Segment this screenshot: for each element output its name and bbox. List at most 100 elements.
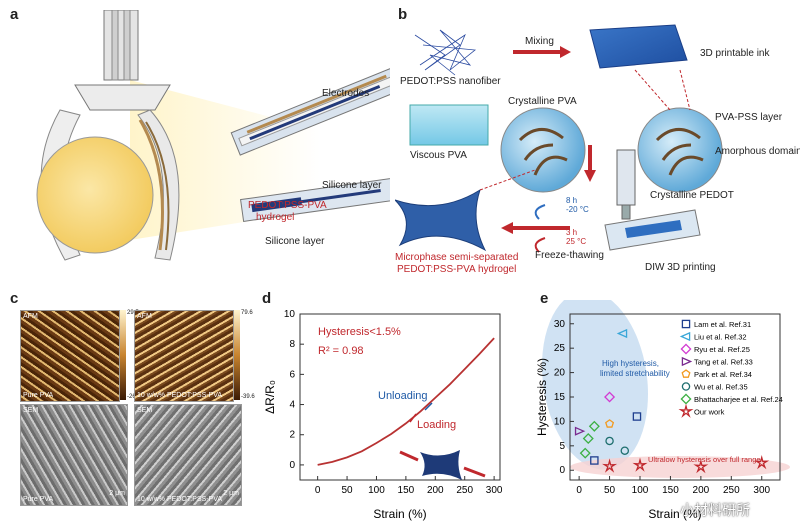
chart-e-legend-label: Park et al. Ref.34: [694, 370, 752, 379]
unloading-arrow: [424, 402, 433, 411]
colorbar-2: 79.6 -39.6: [234, 310, 255, 400]
chart-d: 0 50 100 150 200 250 300 0 2 4 6 8 10 Hysteresis<1.5…: [263, 309, 503, 521]
chart-d-ytick-label: 6: [289, 369, 295, 380]
chart-e-ytick-label: 10: [554, 416, 566, 427]
label-electrodes: Electrodes: [322, 88, 370, 99]
chart-e-legend-label: Our work: [694, 408, 725, 417]
loading-arrow: [409, 413, 417, 423]
chart-d-ytick-label: 4: [289, 400, 295, 411]
chart-e-legend-marker: [680, 393, 692, 405]
thaw-conditions: 3 h 25 °C: [566, 228, 586, 246]
chart-e-point: [620, 446, 630, 455]
chart-d-xtick-label: 300: [486, 485, 503, 496]
sem-image-mixed: SEM 10 w/w% PEDOT:PSS-PVA 2 μm: [134, 404, 242, 506]
scale-1: 2 μm: [109, 490, 125, 497]
chart-e-point: [574, 426, 586, 436]
chart-e-ylabel: Hysteresis (%): [535, 358, 549, 436]
afm-caption-2: 10 w/w% PEDOT:PSS-PVA: [137, 392, 223, 399]
label-amorphous: Amorphous domain: [715, 146, 800, 157]
chart-e-xtick-label: 250: [723, 485, 740, 496]
stretched-hydrogel: [420, 450, 462, 480]
chart-d-hysteresis: Hysteresis<1.5%: [318, 326, 401, 338]
chart-e-ytick-label: 0: [559, 465, 565, 476]
chart-e-legend-label: Tang et al. Ref.33: [694, 358, 753, 367]
chart-e-point: [602, 458, 618, 473]
chart-e-xtick-label: 200: [693, 485, 710, 496]
chart-e-ytick-label: 5: [559, 441, 565, 452]
chart-e-point: [590, 456, 599, 465]
chart-e-xtick-label: 150: [662, 485, 679, 496]
panel-b-label: b: [398, 6, 408, 23]
chart-d-xtick-label: 50: [341, 485, 353, 496]
panel-e-label: e: [540, 290, 549, 307]
sem-image-pure-pva: SEM Pure PVA 2 μm: [20, 404, 128, 506]
process-illustration: [395, 24, 723, 253]
stretch-arrow-left: [399, 450, 419, 462]
panel-c-label: c: [10, 290, 19, 307]
chart-e-legend-label: Bhattacharjee et al. Ref.24: [694, 395, 783, 404]
cond1-time: 8 h: [566, 196, 578, 205]
chart-e-legend-label: Ryu et al. Ref.25: [694, 345, 750, 354]
label-crystalline-pedot: Crystalline PEDOT: [650, 190, 734, 201]
label-result-1: Microphase semi-separated: [395, 252, 519, 263]
label-mixing: Mixing: [525, 36, 554, 47]
chart-e-point: [693, 458, 709, 474]
chart-d-xtick-label: 150: [398, 485, 415, 496]
colorbar-1-bot: -26.3: [127, 394, 141, 400]
chart-e-legend-marker: [681, 356, 693, 367]
label-freeze: Freeze-thawing: [535, 250, 604, 261]
cond2-temp: 25 °C: [566, 237, 587, 246]
label-viscous-pva: Viscous PVA: [410, 150, 467, 161]
chart-d-ytick-label: 2: [289, 430, 295, 441]
chart-e-legend-marker: [681, 369, 691, 378]
sem-caption-1: Pure PVA: [23, 496, 54, 503]
label-result-2: PEDOT:PSS-PVA hydrogel: [397, 264, 517, 275]
colorbar-1: 29.5 -26.3: [120, 310, 141, 400]
chart-e-point: [579, 447, 591, 459]
chart-e-ytick-label: 30: [554, 319, 566, 330]
afm-image-pure-pva: AFM Pure PVA: [20, 310, 120, 402]
afm-tag-2: AFM: [137, 313, 152, 320]
chart-d-r2: R² = 0.98: [318, 345, 364, 357]
chart-e-low: Ultralow hysteresis over full range: [648, 455, 761, 464]
cond2-time: 3 h: [566, 228, 578, 237]
label-pva-pss: PVA-PSS layer: [715, 112, 783, 123]
chart-e-legend-label: Liu et al. Ref.32: [694, 333, 747, 342]
watermark: 小材料研所: [680, 502, 750, 518]
chart-e-ytick-label: 20: [554, 368, 566, 379]
chart-e-high-1: High hysteresis,: [602, 359, 659, 368]
chart-e-xtick-label: 50: [604, 485, 616, 496]
chart-d-xtick-label: 100: [368, 485, 385, 496]
chart-e-xtick-label: 300: [753, 485, 770, 496]
label-ink: 3D printable ink: [700, 48, 770, 59]
chart-d-frame: [299, 313, 501, 481]
chart-d-curve: [317, 337, 495, 466]
chart-e-ytick-label: 25: [554, 343, 566, 354]
panel-a-label: a: [10, 6, 19, 23]
chart-d-loading: Loading: [417, 419, 456, 431]
chart-d-xtick-label: 250: [456, 485, 473, 496]
chart-e-point: [582, 432, 594, 445]
chart-e-legend-marker: [681, 319, 691, 329]
chart-e-xtick-label: 100: [632, 485, 649, 496]
colorbar-2-top: 79.6: [241, 310, 253, 316]
chart-d-unloading: Unloading: [378, 390, 428, 402]
chart-e-point: [632, 457, 648, 472]
chart-d-ytick-label: 10: [284, 309, 296, 320]
afm-image-mixed: AFM 10 w/w% PEDOT:PSS-PVA: [134, 310, 234, 402]
colorbar-1-top: 29.5: [127, 310, 139, 316]
chart-d-xtick-label: 200: [427, 485, 444, 496]
label-hydrogel-2: hydrogel: [256, 212, 295, 223]
chart-d-ylabel: ΔR/R₀: [263, 380, 277, 414]
chart-e-high-2: limited stretchability: [600, 369, 670, 378]
gripper-illustration: [36, 10, 390, 261]
chart-e-legend-label: Wu et al. Ref.35: [694, 383, 748, 392]
chart-e-legend-label: Lam et al. Ref.31: [694, 320, 751, 329]
sem-tag-1: SEM: [23, 407, 39, 414]
chart-e-legend-marker: [678, 403, 694, 418]
chart-e-point: [632, 412, 642, 421]
label-crystalline-pva: Crystalline PVA: [508, 96, 577, 107]
low-hysteresis-region: [570, 456, 790, 478]
chart-e: 0 50 100 150 200 250 300 0 5 10 15 20 25 30 High hyst…: [535, 300, 790, 521]
chart-e-ytick-label: 15: [554, 392, 566, 403]
